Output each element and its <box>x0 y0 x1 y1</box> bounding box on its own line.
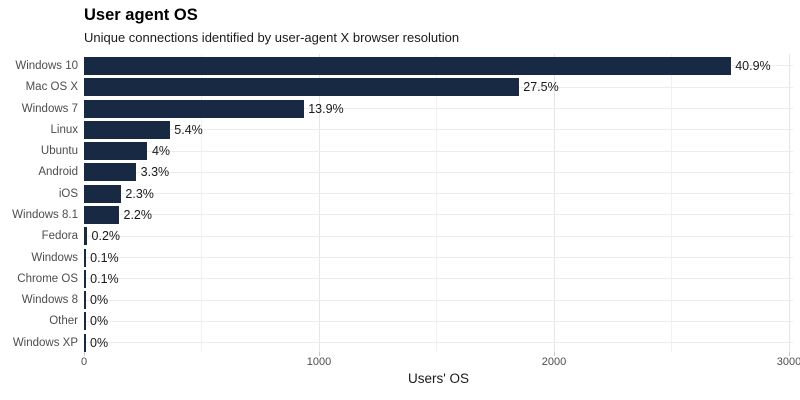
bar <box>84 99 304 118</box>
bar <box>84 312 86 331</box>
chart-title: User agent OS <box>84 6 198 24</box>
category-gridline <box>84 108 793 109</box>
bar <box>84 269 86 288</box>
x-tick-label: 3000 <box>776 356 800 368</box>
x-tick-mark <box>553 352 555 356</box>
category-gridline <box>84 150 793 152</box>
category-label: Windows 8 <box>21 294 78 307</box>
minor-gridline <box>671 54 672 352</box>
category-label: Other <box>49 315 78 328</box>
x-tick-label: 2000 <box>541 356 567 368</box>
major-gridline <box>553 54 555 352</box>
minor-gridline <box>436 54 437 352</box>
bar <box>84 120 170 139</box>
major-gridline <box>318 54 320 352</box>
bar-value-label: 0.1% <box>90 250 119 265</box>
bar <box>84 333 86 352</box>
bar <box>84 184 121 203</box>
category-label: Chrome OS <box>17 272 78 285</box>
chart-subtitle: Unique connections identified by user-ag… <box>84 30 460 45</box>
bar <box>84 205 119 224</box>
category-gridline <box>84 235 793 237</box>
category-gridline <box>84 214 793 216</box>
bar-value-label: 4% <box>151 144 171 159</box>
category-gridline <box>84 171 793 173</box>
category-gridline <box>84 129 793 131</box>
bar-value-label: 27.5% <box>523 80 559 95</box>
x-tick-mark <box>83 352 85 356</box>
x-axis-title: Users' OS <box>407 371 470 386</box>
bar-value-label: 2.2% <box>123 207 153 222</box>
category-label: Mac OS X <box>25 81 78 94</box>
category-label: Windows 10 <box>15 59 78 72</box>
category-gridline <box>84 320 793 322</box>
category-label: Windows XP <box>12 336 78 349</box>
minor-gridline <box>201 54 202 352</box>
bar <box>84 291 86 310</box>
category-label: Ubuntu <box>40 145 78 158</box>
bar-value-label: 5.4% <box>174 122 203 137</box>
bar-value-label: 0.2% <box>91 229 121 244</box>
major-gridline <box>788 54 790 352</box>
category-label: Android <box>38 166 78 179</box>
category-label: iOS <box>58 187 78 200</box>
bar-value-label: 3.3% <box>140 165 170 180</box>
bar <box>84 227 88 246</box>
category-gridline <box>84 257 793 258</box>
category-label: Linux <box>50 123 79 136</box>
bar-value-label: 0% <box>90 314 109 329</box>
x-tick-label: 1000 <box>306 356 332 368</box>
bar <box>84 78 519 97</box>
bar-value-label: 0.1% <box>90 271 119 286</box>
bar <box>84 56 731 75</box>
category-gridline <box>84 299 793 301</box>
bar <box>84 248 86 267</box>
category-label: Fedora <box>41 230 78 243</box>
bar <box>84 142 148 161</box>
bar-value-label: 13.9% <box>308 101 344 116</box>
bar-value-label: 0% <box>90 293 109 308</box>
bar <box>84 163 137 182</box>
category-gridline <box>84 278 793 280</box>
category-label: Windows <box>31 251 78 264</box>
bar-value-label: 0% <box>90 335 109 350</box>
plot-panel: 40.9% 27.5% 13.9% 5.4% 4% 3.3% 2.3% 2.2% 0.2% 0.1… <box>84 54 793 352</box>
category-gridline <box>84 342 793 344</box>
x-tick-mark <box>318 352 320 356</box>
bar-value-label: 2.3% <box>125 186 154 201</box>
x-tick-mark <box>788 352 790 356</box>
category-label: Windows 8.1 <box>12 208 78 221</box>
bar-value-label: 40.9% <box>735 58 771 73</box>
x-tick-label: 0 <box>80 356 88 368</box>
category-gridline <box>84 193 793 195</box>
category-label: Windows 7 <box>21 102 78 115</box>
